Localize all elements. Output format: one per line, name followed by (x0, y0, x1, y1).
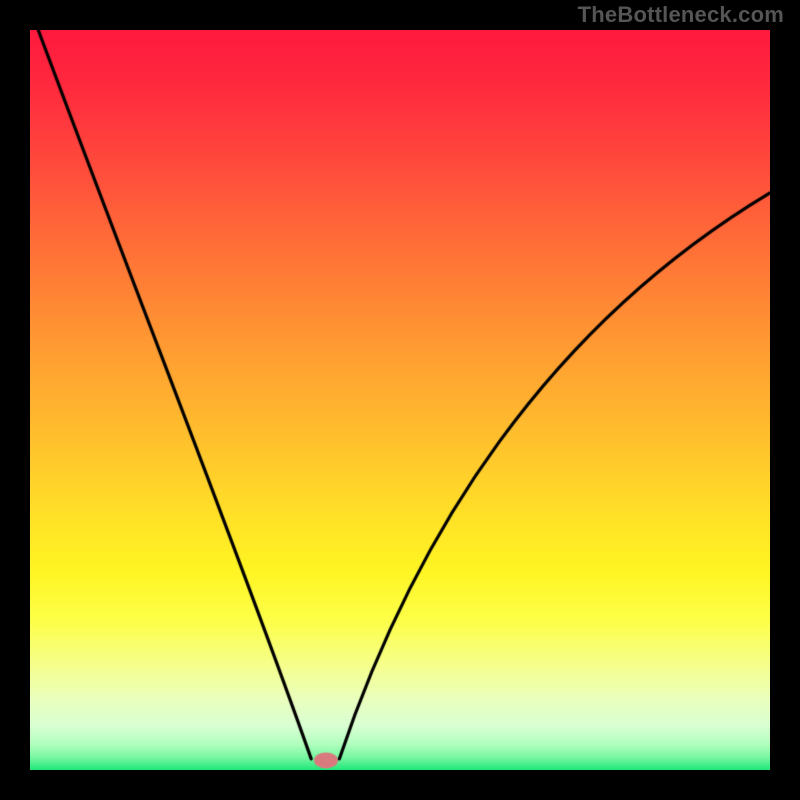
bottleneck-curve (30, 30, 770, 770)
figure-root: TheBottleneck.com (0, 0, 800, 800)
plot-area (30, 30, 770, 770)
watermark-label: TheBottleneck.com (578, 2, 784, 28)
